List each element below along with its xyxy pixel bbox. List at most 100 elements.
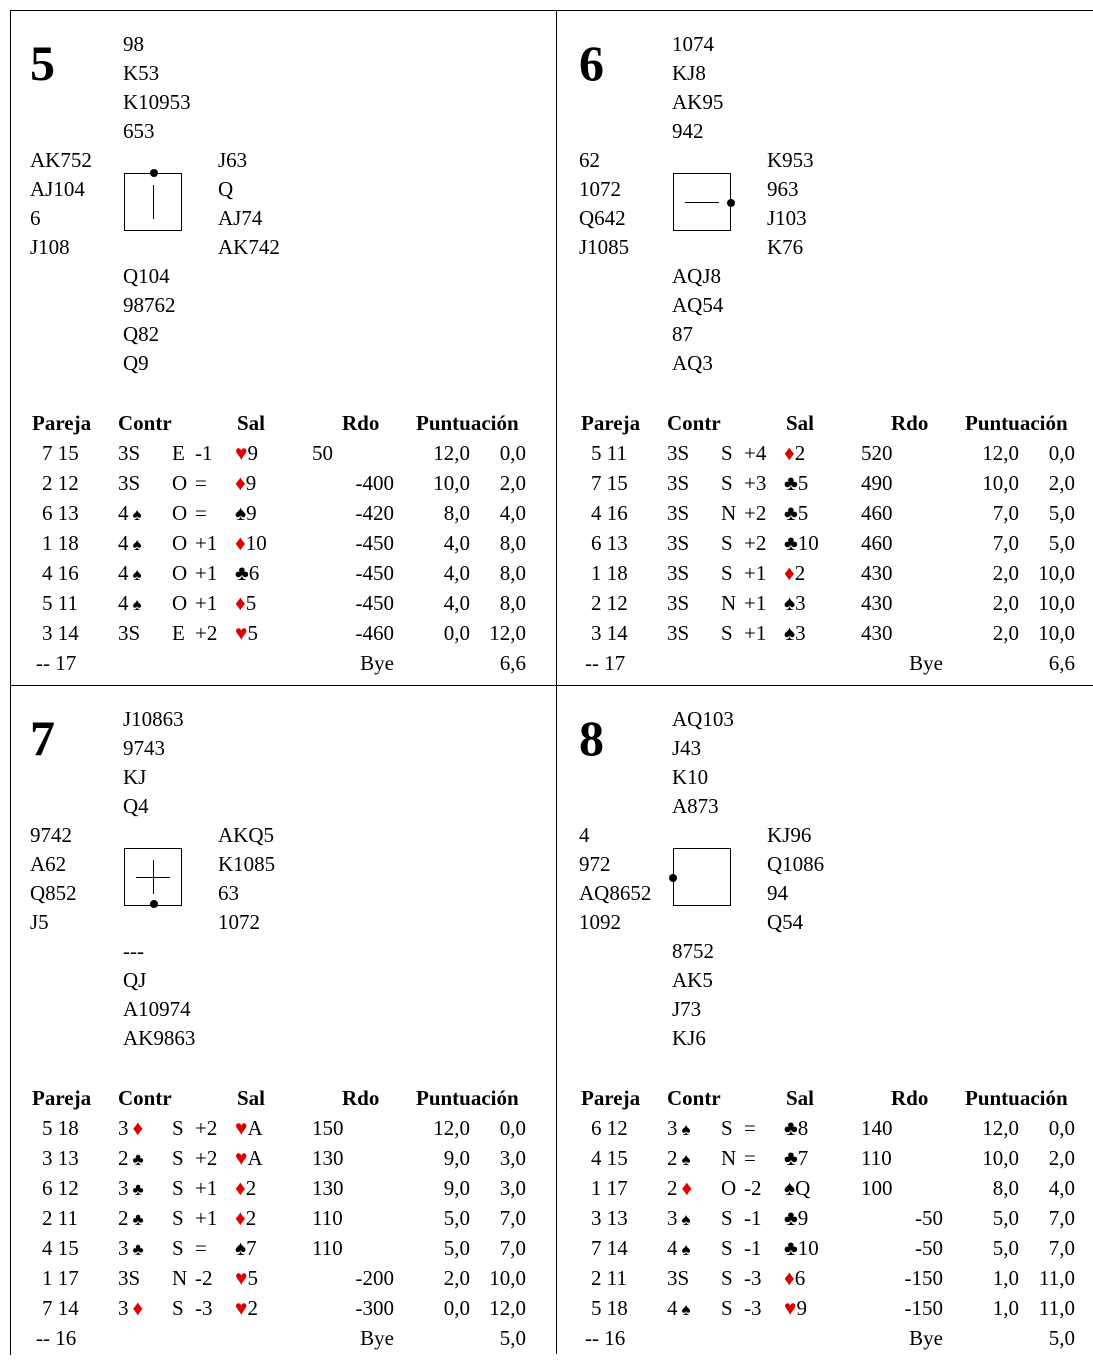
score: 140: [861, 1116, 893, 1140]
hand-east-suit-2: AJ74: [218, 206, 263, 230]
pair-numbers: 3 13: [42, 1146, 79, 1170]
hand-east-suit-0: KJ96: [767, 823, 812, 847]
hand-west-suit-0: AK752: [30, 148, 92, 172]
lead-suit-icon: ♦: [784, 561, 795, 585]
lead-card: 2: [245, 1206, 257, 1230]
score: -460: [355, 621, 395, 645]
table-row: 3 14 3S E +2 ♥5 -460 0,0 12,0: [32, 618, 542, 648]
lead-suit-icon: ♦: [235, 471, 246, 495]
bye-row: -- 17 Bye 6,6: [32, 648, 542, 678]
points-ew: 3,0: [499, 1146, 526, 1170]
hand-east-suit-2: 94: [767, 881, 788, 905]
points-ns: 5,0: [443, 1236, 470, 1260]
lead-card: 6: [794, 1266, 806, 1290]
pair-numbers: 5 18: [42, 1116, 79, 1140]
hand-north-suit-2: K10: [672, 765, 709, 789]
declarer: N: [172, 1266, 188, 1290]
contract: 2 ♦: [667, 1176, 693, 1200]
table-row: 6 13 4 ♠ O = ♠9 -420 8,0 4,0: [32, 498, 542, 528]
score: 50: [312, 441, 333, 465]
hand-east-suit-3: AK742: [218, 235, 280, 259]
points-ns: 2,0: [992, 591, 1019, 615]
results-header: Pareja Contr Sal Rdo Puntuación: [581, 1083, 1091, 1113]
hand-east-suit-1: K1085: [218, 852, 276, 876]
hand-south: 8752 AK5 J73 KJ6: [672, 937, 714, 1053]
page-frame: [10, 10, 1093, 1355]
score: -400: [355, 471, 395, 495]
points-ew: 7,0: [1048, 1236, 1075, 1260]
points-ns: 4,0: [443, 531, 470, 555]
hand-north-suit-3: A873: [672, 794, 719, 818]
table-row: 2 11 2 ♣ S +1 ♦2 110 5,0 7,0: [32, 1203, 542, 1233]
hand-south-suit-2: J73: [672, 997, 702, 1021]
board-number: 5: [30, 35, 55, 91]
points-ns: 2,0: [992, 621, 1019, 645]
opening-lead: ♦5: [235, 588, 256, 618]
declarer: N: [721, 591, 737, 615]
table-row: 3 14 3S S +1 ♠3 430 2,0 10,0: [581, 618, 1091, 648]
lead-card: 8: [797, 1116, 809, 1140]
points-ns: 0,0: [443, 1296, 470, 1320]
score: 460: [861, 501, 893, 525]
declarer: S: [721, 1116, 733, 1140]
hand-south-suit-1: AK5: [672, 968, 713, 992]
tricks-result: -1: [744, 1236, 762, 1260]
contract: 4 ♠: [667, 1236, 691, 1260]
declarer: O: [172, 471, 188, 495]
points-ns: 8,0: [443, 501, 470, 525]
points-ew: 8,0: [499, 531, 526, 555]
score: -50: [915, 1236, 943, 1260]
score: -420: [355, 501, 395, 525]
opening-lead: ♣8: [784, 1113, 808, 1143]
bye-label: Bye: [360, 1326, 394, 1350]
points-ew: 10,0: [1038, 621, 1075, 645]
hand-north-suit-0: AQ103: [672, 707, 734, 731]
points-ns: 7,0: [992, 531, 1019, 555]
header-contract: Contr: [118, 1086, 172, 1110]
lead-card: 5: [247, 1266, 258, 1290]
opening-lead: ♥A: [235, 1143, 263, 1173]
points-ew: 11,0: [1039, 1266, 1075, 1290]
opening-lead: ♣9: [784, 1203, 808, 1233]
hand-east-suit-1: Q1086: [767, 852, 825, 876]
opening-lead: ♥A: [235, 1113, 263, 1143]
points-ns: 1,0: [992, 1296, 1019, 1320]
ns-vulnerable-mark: [153, 185, 154, 219]
contract: 3 ♦: [118, 1116, 144, 1140]
lead-suit-icon: ♠: [784, 591, 796, 615]
lead-suit-icon: ♦: [235, 1176, 246, 1200]
lead-card: 9: [247, 441, 258, 465]
hand-east: J63 Q AJ74 AK742: [218, 146, 280, 262]
lead-card: 9: [797, 1206, 809, 1230]
points-ew: 12,0: [489, 1296, 526, 1320]
hand-east-suit-0: AKQ5: [218, 823, 274, 847]
contract: 4 ♠: [118, 561, 142, 585]
points-ew: 7,0: [1048, 1206, 1075, 1230]
bye-label: Bye: [909, 651, 943, 675]
hand-north-suit-2: KJ: [123, 765, 147, 789]
hand-east: AKQ5 K1085 63 1072: [218, 821, 275, 937]
opening-lead: ♦2: [235, 1173, 256, 1203]
table-row: 4 15 2 ♠ N = ♣7 110 10,0 2,0: [581, 1143, 1091, 1173]
pair-numbers: 4 15: [42, 1236, 79, 1260]
declarer: E: [172, 441, 185, 465]
tricks-result: =: [195, 471, 207, 495]
contract: 3 ♦: [118, 1296, 144, 1320]
declarer: S: [721, 1296, 733, 1320]
table-row: 3 13 3 ♠ S -1 ♣9 -50 5,0 7,0: [581, 1203, 1091, 1233]
points-ew: 0,0: [1048, 441, 1075, 465]
points-ew: 0,0: [499, 441, 526, 465]
bye-points: 5,0: [499, 1326, 526, 1350]
bye-pair: -- 17: [36, 651, 77, 675]
points-ew: 0,0: [1048, 1116, 1075, 1140]
header-pair: Pareja: [581, 411, 641, 435]
pair-numbers: 1 17: [591, 1176, 628, 1200]
hand-east-suit-3: K76: [767, 235, 804, 259]
tricks-result: +3: [744, 471, 767, 495]
contract: 3 ♣: [118, 1236, 144, 1260]
hand-north-suit-1: 9743: [123, 736, 165, 760]
bye-pair: -- 16: [585, 1326, 626, 1350]
hand-west-suit-3: 1092: [579, 910, 621, 934]
header-result: Rdo: [891, 411, 929, 435]
lead-card: 10: [797, 1236, 819, 1260]
